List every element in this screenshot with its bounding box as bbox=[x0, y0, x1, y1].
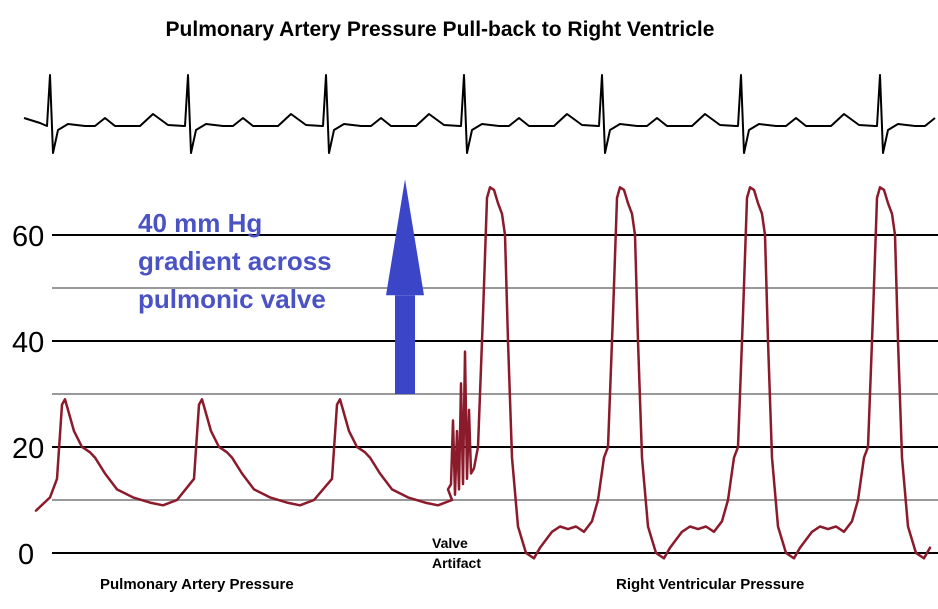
valve-artifact-label: Valve Artifact bbox=[432, 533, 481, 573]
ecg-trace bbox=[23, 74, 936, 154]
valve-artifact-label-line-2: Artifact bbox=[432, 555, 482, 571]
y-tick-0: 0 bbox=[18, 539, 34, 571]
arrow-head bbox=[386, 179, 424, 296]
y-tick-60: 60 bbox=[12, 221, 44, 253]
pressure-trace bbox=[34, 186, 932, 560]
y-tick-40: 40 bbox=[12, 327, 44, 359]
ecg-line bbox=[23, 74, 936, 154]
y-tick-20: 20 bbox=[12, 433, 44, 465]
rv-pressure-label: Right Ventricular Pressure bbox=[616, 576, 805, 593]
valve-artifact-label-line-1: Valve bbox=[432, 535, 468, 551]
arrow-shaft bbox=[395, 295, 415, 394]
gradient-arrow bbox=[386, 179, 424, 394]
pa-pressure-label: Pulmonary Artery Pressure bbox=[100, 576, 294, 593]
y-axis-ticks: 0 20 40 60 bbox=[12, 221, 44, 571]
gradient-annotation: 40 mm Hg gradient across pulmonic valve bbox=[138, 204, 332, 318]
pressure-line bbox=[34, 186, 932, 560]
gradient-annotation-line-1: 40 mm Hg bbox=[138, 208, 263, 238]
gridlines bbox=[52, 234, 938, 554]
chart-title: Pulmonary Artery Pressure Pull-back to R… bbox=[165, 18, 715, 41]
gradient-annotation-line-3: pulmonic valve bbox=[138, 284, 326, 314]
gradient-annotation-line-2: gradient across bbox=[138, 246, 332, 276]
